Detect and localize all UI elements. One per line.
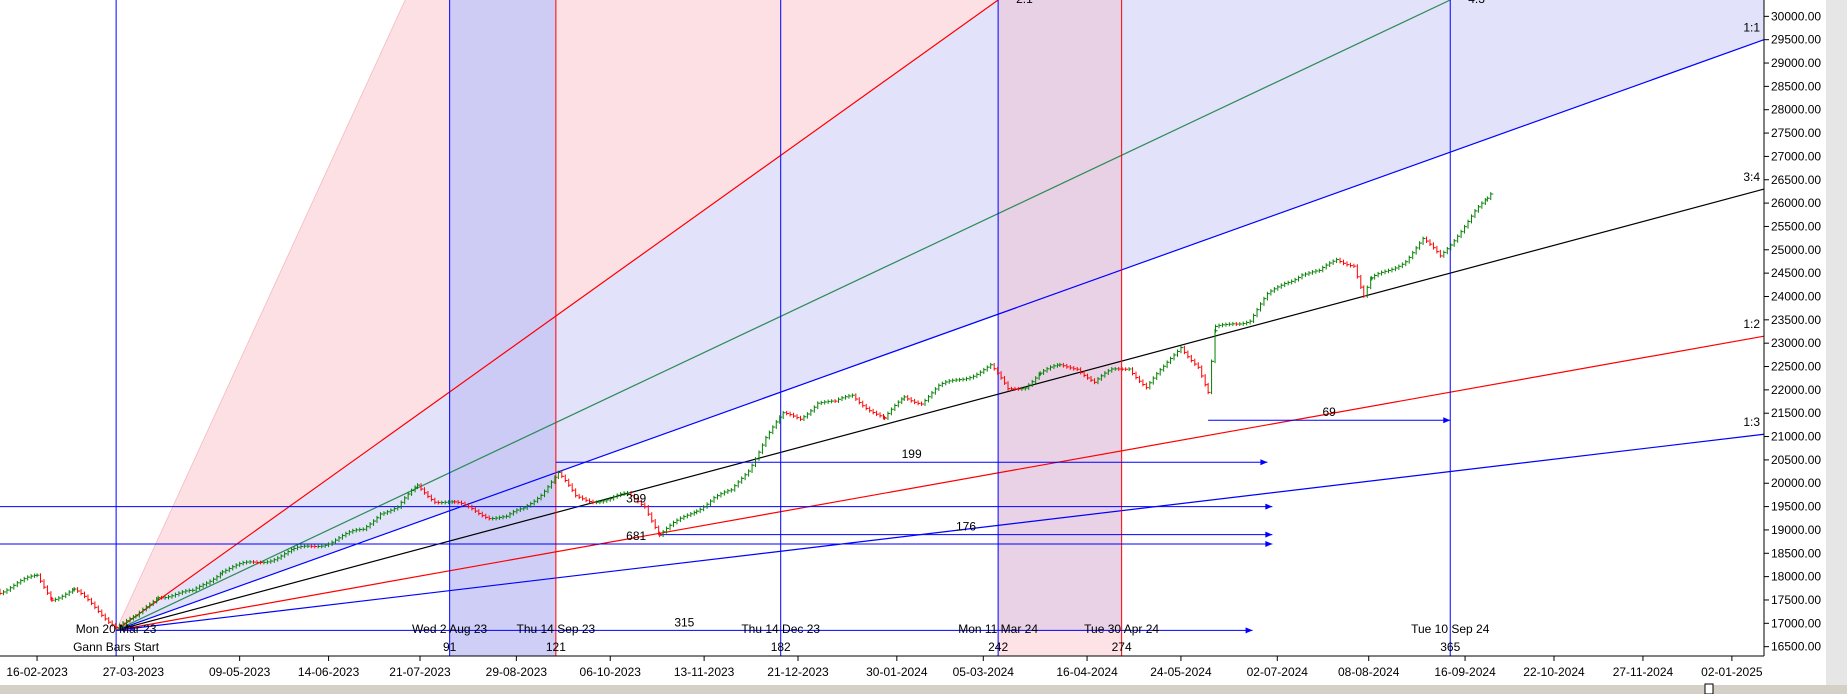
y-tick-label: 26000.00: [1771, 196, 1821, 210]
y-tick-label: 25000.00: [1771, 243, 1821, 257]
x-tick-label: 30-01-2024: [866, 665, 928, 679]
count-label: 315: [674, 615, 694, 629]
count-arrow: [1265, 503, 1273, 510]
x-tick-label: 29-08-2023: [486, 665, 548, 679]
y-tick-label: 29500.00: [1771, 33, 1821, 47]
time-marker-count: Gann Bars Start: [73, 640, 160, 654]
y-tick-label: 28000.00: [1771, 103, 1821, 117]
x-tick-label: 09-05-2023: [209, 665, 271, 679]
x-tick-label: 22-10-2024: [1523, 665, 1585, 679]
y-tick-label: 30000.00: [1771, 9, 1821, 23]
time-marker-lines: [115, 0, 1451, 656]
gann-ray-edge: [115, 0, 406, 631]
x-tick-label: 27-03-2023: [103, 665, 165, 679]
x-tick-label: 27-11-2024: [1613, 665, 1674, 679]
count-label: 399: [626, 492, 646, 506]
ray-top-label-4-3: 4:3: [1468, 0, 1485, 6]
x-tick-label: 16-02-2023: [6, 665, 68, 679]
count-arrow: [1265, 531, 1273, 538]
y-tick-label: 29000.00: [1771, 56, 1821, 70]
x-tick-label: 13-11-2023: [674, 665, 735, 679]
y-tick-label: 25500.00: [1771, 219, 1821, 233]
y-tick-label: 18500.00: [1771, 546, 1821, 560]
ray-label-1-3: 1:3: [1743, 415, 1760, 429]
y-tick-label: 18000.00: [1771, 570, 1821, 584]
y-axis-ticks: 16500.00 17000.00 17500.00 18000.00 18500.00…: [1764, 9, 1821, 654]
ray-label-3-4: 3:4: [1743, 170, 1760, 184]
x-tick-label: 14-06-2023: [298, 665, 360, 679]
time-marker-count: 121: [546, 640, 566, 654]
x-tick-label: 08-08-2024: [1338, 665, 1400, 679]
x-axis-ticks: 16-02-2023 27-03-2023 09-05-2023 14-06-2023…: [6, 656, 1763, 679]
y-tick-label: 27500.00: [1771, 126, 1821, 140]
y-tick-label: 24000.00: [1771, 289, 1821, 303]
chart-labels: 1:1 3:4 1:2 1:3 2:1 4:3 Mon 20 Mar 23 Gann Bars…: [73, 0, 1760, 654]
count-arrow: [1245, 627, 1253, 634]
y-tick-label: 17000.00: [1771, 616, 1821, 630]
count-arrow: [1265, 540, 1273, 547]
x-tick-label: 16-09-2024: [1434, 665, 1496, 679]
gann-ray-4-3: [115, 0, 1451, 631]
y-tick-label: 23500.00: [1771, 313, 1821, 327]
y-tick-label: 16500.00: [1771, 640, 1821, 654]
time-marker-label: Tue 30 Apr 24: [1084, 622, 1159, 636]
x-tick-label: 02-01-2025: [1701, 665, 1763, 679]
time-marker-label: Wed 2 Aug 23: [412, 622, 487, 636]
count-label: 681: [626, 529, 646, 543]
y-tick-label: 21500.00: [1771, 406, 1821, 420]
gann-ray-1-2: [116, 335, 1765, 631]
time-marker-label: Mon 20 Mar 23: [76, 622, 157, 636]
time-marker-label: Thu 14 Sep 23: [517, 622, 596, 636]
y-tick-label: 20500.00: [1771, 453, 1821, 467]
y-tick-label: 23000.00: [1771, 336, 1821, 350]
x-tick-label: 24-05-2024: [1150, 665, 1212, 679]
count-label: 69: [1322, 405, 1336, 419]
y-tick-label: 22500.00: [1771, 360, 1821, 374]
time-marker-count: 91: [443, 640, 457, 654]
x-tick-label: 02-07-2024: [1247, 665, 1309, 679]
price-bars: [0, 192, 1494, 630]
gann-ray-1-1: [115, 39, 1765, 631]
y-tick-label: 17500.00: [1771, 593, 1821, 607]
y-tick-label: 20000.00: [1771, 476, 1821, 490]
time-marker-label: Tue 10 Sep 24: [1411, 622, 1490, 636]
y-tick-label: 28500.00: [1771, 79, 1821, 93]
horizontal-count-lines: [0, 417, 1451, 634]
gann-ray-2-1: [115, 0, 999, 631]
gann-fan-rays: [115, 0, 1765, 631]
time-marker-count: 182: [771, 640, 791, 654]
gann-ray-3-4: [115, 188, 1765, 631]
x-tick-label: 16-04-2024: [1056, 665, 1118, 679]
y-tick-label: 26500.00: [1771, 173, 1821, 187]
time-marker-count: 274: [1112, 640, 1132, 654]
x-tick-label: 05-03-2024: [953, 665, 1015, 679]
ray-label-1-2: 1:2: [1743, 317, 1760, 331]
y-tick-label: 24500.00: [1771, 266, 1821, 280]
time-marker-count: 365: [1440, 640, 1460, 654]
time-marker-label: Mon 11 Mar 24: [958, 622, 1038, 636]
time-marker-count: 242: [988, 640, 1008, 654]
scrollbar-thumb[interactable]: [1704, 683, 1714, 695]
y-tick-label: 27000.00: [1771, 149, 1821, 163]
band-overlap-tint: [998, 0, 1122, 631]
count-label: 199: [902, 447, 922, 461]
x-tick-label: 21-07-2023: [389, 665, 451, 679]
y-tick-label: 19000.00: [1771, 523, 1821, 537]
x-tick-label: 06-10-2023: [580, 665, 642, 679]
count-arrow: [1443, 417, 1451, 424]
y-tick-label: 21000.00: [1771, 430, 1821, 444]
count-label: 176: [956, 520, 976, 534]
vertical-scrollbar[interactable]: [1826, 0, 1847, 685]
ray-top-label-2-1: 2:1: [1016, 0, 1033, 6]
gann-ray-1-3: [116, 433, 1765, 631]
horizontal-scrollbar[interactable]: [0, 685, 1847, 694]
x-tick-label: 21-12-2023: [767, 665, 829, 679]
y-tick-label: 22000.00: [1771, 383, 1821, 397]
y-tick-label: 19500.00: [1771, 500, 1821, 514]
count-arrow: [1260, 459, 1268, 466]
time-marker-label: Thu 14 Dec 23: [741, 622, 820, 636]
ray-label-1-1: 1:1: [1743, 21, 1760, 35]
